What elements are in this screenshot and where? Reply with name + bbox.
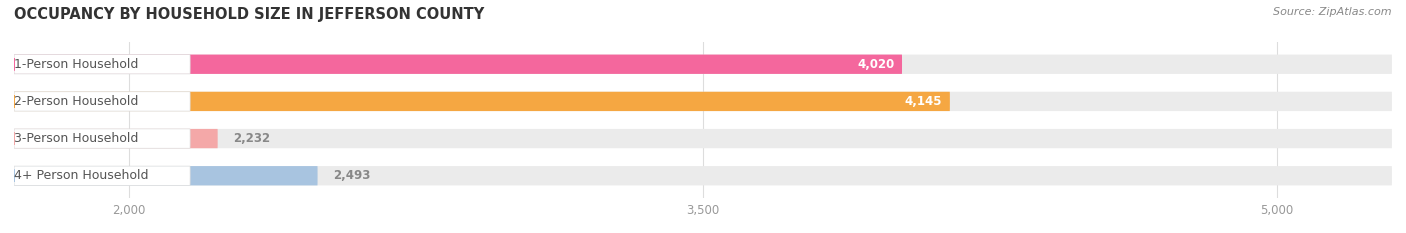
FancyBboxPatch shape [14, 129, 218, 148]
Text: 4,145: 4,145 [904, 95, 942, 108]
Text: 2-Person Household: 2-Person Household [14, 95, 139, 108]
Text: 2,232: 2,232 [233, 132, 270, 145]
FancyBboxPatch shape [14, 129, 1392, 148]
FancyBboxPatch shape [14, 55, 1392, 74]
Text: 3-Person Household: 3-Person Household [14, 132, 139, 145]
FancyBboxPatch shape [14, 92, 950, 111]
FancyBboxPatch shape [14, 55, 903, 74]
FancyBboxPatch shape [14, 92, 1392, 111]
Text: 4,020: 4,020 [858, 58, 894, 71]
Text: OCCUPANCY BY HOUSEHOLD SIZE IN JEFFERSON COUNTY: OCCUPANCY BY HOUSEHOLD SIZE IN JEFFERSON… [14, 7, 484, 22]
FancyBboxPatch shape [14, 166, 318, 185]
Text: 1-Person Household: 1-Person Household [14, 58, 139, 71]
FancyBboxPatch shape [14, 166, 190, 185]
Text: Source: ZipAtlas.com: Source: ZipAtlas.com [1274, 7, 1392, 17]
Text: 4+ Person Household: 4+ Person Household [14, 169, 149, 182]
FancyBboxPatch shape [14, 166, 1392, 185]
FancyBboxPatch shape [14, 92, 190, 111]
Text: 2,493: 2,493 [333, 169, 370, 182]
FancyBboxPatch shape [14, 129, 190, 148]
FancyBboxPatch shape [14, 55, 190, 74]
